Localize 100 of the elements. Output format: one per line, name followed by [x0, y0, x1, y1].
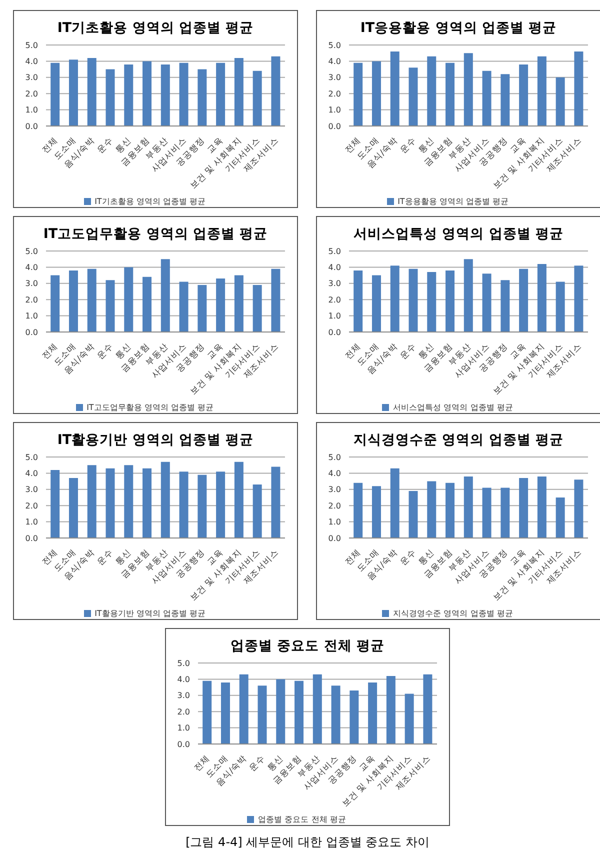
bar [142, 276, 152, 332]
legend-label: IT기초활용 영역의 업종별 평균 [94, 197, 206, 206]
bar [331, 686, 340, 744]
legend-label: IT활용기반 영역의 업종별 평균 [94, 609, 206, 618]
bar [50, 62, 60, 126]
bar [482, 488, 492, 538]
legend-label: 업종별 중요도 전체 평균 [258, 815, 346, 824]
bar [537, 476, 546, 538]
y-tick-label: 4.0 [25, 57, 38, 66]
bar [179, 472, 188, 538]
bar [142, 61, 152, 126]
bar [160, 64, 170, 126]
bar [68, 478, 78, 538]
bar [500, 74, 510, 126]
bar [220, 682, 230, 744]
bar [446, 482, 455, 538]
bar [179, 282, 188, 332]
bar [519, 478, 528, 538]
x-tick-label: 운수 [398, 342, 418, 362]
bar [271, 56, 280, 126]
bar [106, 280, 115, 332]
bar [427, 481, 436, 538]
bar [294, 680, 304, 744]
y-tick-label: 4.0 [328, 469, 341, 478]
y-tick-label: 0.0 [25, 122, 38, 131]
y-tick-label: 1.0 [328, 518, 341, 527]
x-tick-label: 운수 [95, 342, 116, 362]
legend-label: 서비스업특성 영역의 업종별 평균 [393, 403, 513, 412]
y-tick-label: 0.0 [177, 740, 190, 749]
legend-label: IT응용활용 영역의 업종별 평균 [398, 197, 508, 206]
chart-title: IT응용활용 영역의 업종별 평균 [359, 19, 558, 37]
y-tick-label: 3.0 [328, 279, 341, 288]
y-tick-label: 2.0 [25, 501, 38, 510]
bar [239, 674, 248, 744]
bar [464, 259, 473, 332]
bar [537, 56, 546, 126]
bar [252, 484, 262, 538]
bar [519, 64, 528, 126]
bar [198, 285, 207, 332]
chart-title: IT기초활용 영역의 업종별 평균 [56, 19, 255, 37]
y-tick-label: 3.0 [25, 485, 38, 494]
bar [50, 470, 60, 538]
bar [258, 686, 267, 744]
y-tick-label: 0.0 [25, 328, 38, 337]
bar [68, 270, 78, 332]
bar [234, 58, 244, 126]
bar [312, 674, 322, 744]
y-tick-label: 5.0 [328, 452, 341, 462]
bar [142, 468, 152, 538]
bar [386, 676, 396, 744]
chart-title: 업종별 중요도 전체 평균 [229, 637, 386, 655]
bar [202, 680, 212, 744]
bar [482, 70, 492, 126]
legend-label: 지식경영수준 영역의 업종별 평균 [393, 609, 513, 618]
x-tick-label: 운수 [95, 548, 116, 568]
bar [556, 282, 565, 332]
bar [106, 468, 115, 538]
y-tick-label: 1.0 [25, 106, 38, 115]
bar [179, 62, 188, 126]
bar [482, 274, 492, 332]
bar [216, 278, 226, 332]
bar [234, 275, 244, 332]
bar [537, 264, 546, 332]
bar [372, 486, 381, 538]
x-tick-label: 운수 [247, 754, 268, 774]
y-tick-label: 5.0 [177, 658, 190, 668]
bar [234, 462, 244, 538]
bar [198, 474, 207, 538]
bar [354, 270, 363, 332]
bar [408, 268, 418, 332]
y-tick-label: 3.0 [25, 73, 38, 82]
y-tick-label: 5.0 [328, 40, 341, 50]
y-tick-label: 2.0 [177, 707, 190, 716]
bar [500, 280, 510, 332]
y-tick-label: 2.0 [328, 89, 341, 98]
bar [354, 482, 363, 538]
bar [404, 694, 414, 744]
bar [427, 272, 436, 332]
y-tick-label: 0.0 [328, 534, 341, 543]
y-tick-label: 4.0 [328, 57, 341, 66]
y-tick-label: 5.0 [25, 452, 38, 462]
y-tick-label: 1.0 [328, 312, 341, 321]
y-tick-label: 3.0 [25, 279, 38, 288]
bar [87, 58, 96, 126]
bar [68, 60, 78, 126]
bar [464, 53, 473, 126]
x-tick-label: 운수 [398, 136, 418, 156]
y-tick-label: 2.0 [25, 295, 38, 304]
bar [87, 465, 96, 538]
bar [574, 480, 584, 538]
bar [390, 51, 400, 126]
bar [87, 268, 96, 332]
bar [271, 466, 280, 538]
legend-label: IT고도업무활용 영역의 업종별 평균 [86, 403, 214, 412]
chart-title: IT고도업무활용 영역의 업종별 평균 [42, 225, 269, 243]
y-tick-label: 5.0 [328, 246, 341, 256]
y-tick-label: 2.0 [328, 295, 341, 304]
y-tick-label: 3.0 [328, 485, 341, 494]
bar [160, 462, 170, 538]
bar [368, 682, 378, 744]
